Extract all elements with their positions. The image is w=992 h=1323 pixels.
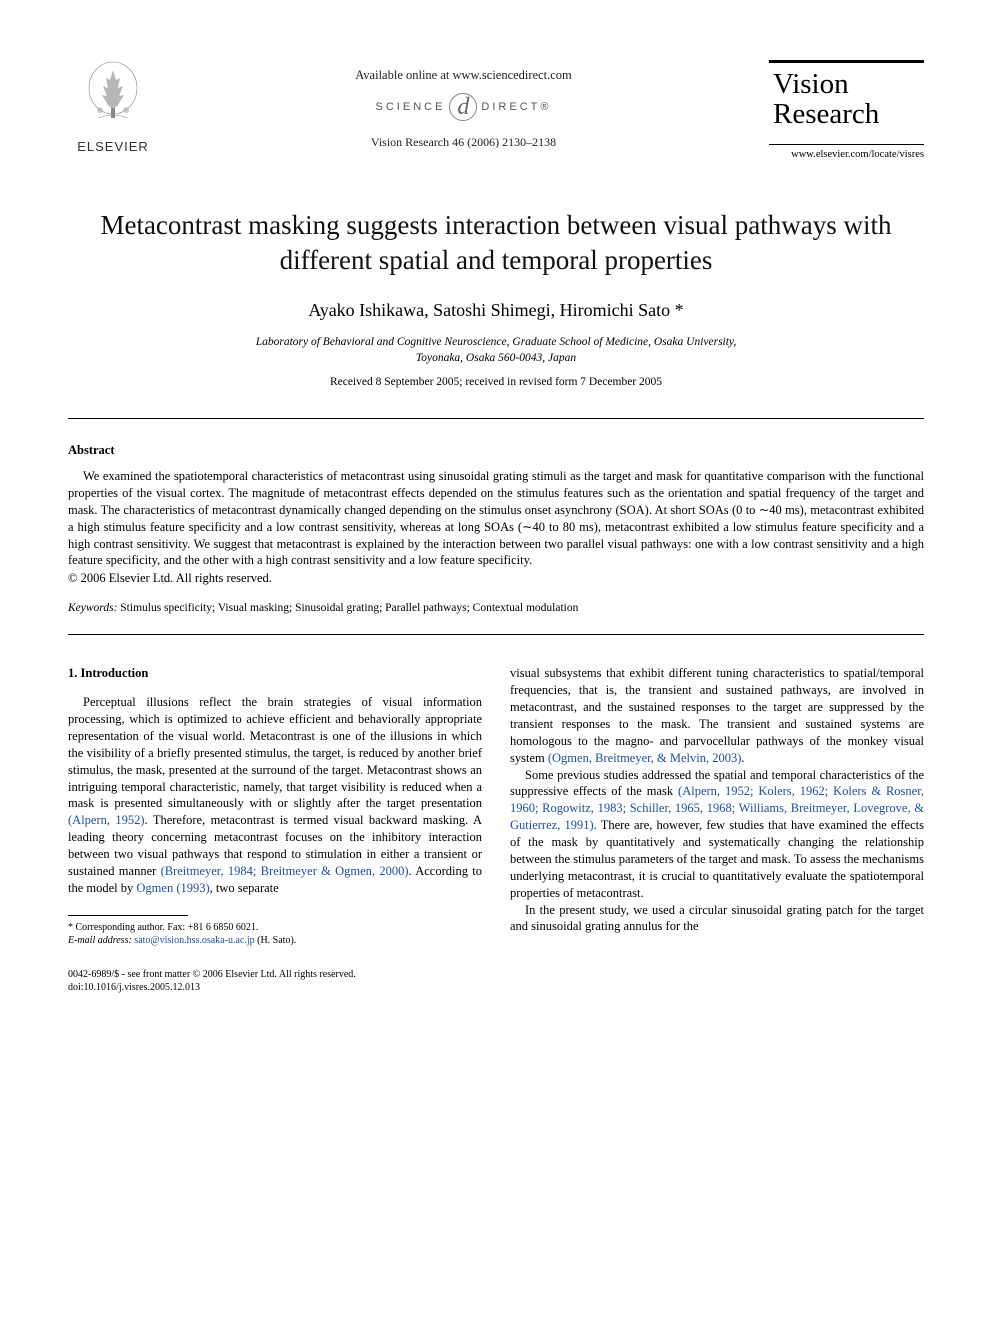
affiliation-line2: Toyonaka, Osaka 560-0043, Japan	[416, 352, 576, 364]
journal-name-line2: Research	[769, 99, 924, 129]
footnote-separator	[68, 915, 188, 916]
intro-heading: 1. Introduction	[68, 665, 482, 682]
available-online-text: Available online at www.sciencedirect.co…	[158, 68, 769, 83]
keywords-text: Stimulus specificity; Visual masking; Si…	[117, 602, 578, 614]
article-dates: Received 8 September 2005; received in r…	[68, 376, 924, 388]
abstract-copyright: © 2006 Elsevier Ltd. All rights reserved…	[68, 571, 924, 586]
journal-url: www.elsevier.com/locate/visres	[769, 144, 924, 160]
corresponding-author-footnote: * Corresponding author. Fax: +81 6 6850 …	[68, 921, 482, 948]
keywords: Keywords: Stimulus specificity; Visual m…	[68, 602, 924, 614]
sd-at-icon: d	[449, 93, 477, 121]
bottom-publication-info: 0042-6989/$ - see front matter © 2006 El…	[68, 968, 482, 994]
citation[interactable]: Ogmen (1993)	[136, 881, 209, 895]
divider-top	[68, 418, 924, 419]
elsevier-tree-icon	[78, 60, 148, 135]
sd-left: SCIENCE	[376, 101, 446, 113]
citation[interactable]: (Ogmen, Breitmeyer, & Melvin, 2003)	[548, 751, 742, 765]
article-title: Metacontrast masking suggests interactio…	[98, 208, 894, 278]
keywords-label: Keywords:	[68, 602, 117, 614]
citation[interactable]: (Breitmeyer, 1984; Breitmeyer & Ogmen, 2…	[161, 864, 409, 878]
sciencedirect-logo: SCIENCE d DIRECT®	[158, 93, 769, 121]
intro-paragraph-2: Some previous studies addressed the spat…	[510, 767, 924, 902]
body-columns: 1. Introduction Perceptual illusions ref…	[68, 665, 924, 993]
citation[interactable]: (Alpern, 1952)	[68, 813, 145, 827]
publisher-logo: ELSEVIER	[68, 60, 158, 154]
journal-title-box: Vision Research www.elsevier.com/locate/…	[769, 60, 924, 160]
affiliation-line1: Laboratory of Behavioral and Cognitive N…	[256, 336, 737, 348]
divider-bottom	[68, 634, 924, 635]
journal-reference: Vision Research 46 (2006) 2130–2138	[158, 135, 769, 150]
issn-line: 0042-6989/$ - see front matter © 2006 El…	[68, 968, 482, 981]
left-column: 1. Introduction Perceptual illusions ref…	[68, 665, 482, 993]
abstract-text: We examined the spatiotemporal character…	[68, 468, 924, 569]
sd-right: DIRECT®	[481, 101, 551, 113]
intro-paragraph-1: Perceptual illusions reflect the brain s…	[68, 694, 482, 897]
abstract-heading: Abstract	[68, 443, 924, 458]
fn-email-row: E-mail address: sato@vision.hss.osaka-u.…	[68, 934, 482, 948]
intro-paragraph-1-cont: visual subsystems that exhibit different…	[510, 665, 924, 766]
page-header: ELSEVIER Available online at www.science…	[68, 60, 924, 160]
intro-paragraph-3: In the present study, we used a circular…	[510, 902, 924, 936]
right-column: visual subsystems that exhibit different…	[510, 665, 924, 993]
journal-name-line1: Vision	[769, 69, 924, 99]
fn-corresponding: * Corresponding author. Fax: +81 6 6850 …	[68, 921, 482, 935]
header-center: Available online at www.sciencedirect.co…	[158, 60, 769, 150]
doi-line: doi:10.1016/j.visres.2005.12.013	[68, 981, 482, 994]
fn-email-label: E-mail address:	[68, 935, 132, 946]
affiliation: Laboratory of Behavioral and Cognitive N…	[68, 335, 924, 366]
publisher-name: ELSEVIER	[77, 139, 149, 154]
fn-email-suffix: (H. Sato).	[255, 935, 297, 946]
fn-email[interactable]: sato@vision.hss.osaka-u.ac.jp	[132, 935, 255, 946]
authors: Ayako Ishikawa, Satoshi Shimegi, Hiromic…	[68, 300, 924, 321]
